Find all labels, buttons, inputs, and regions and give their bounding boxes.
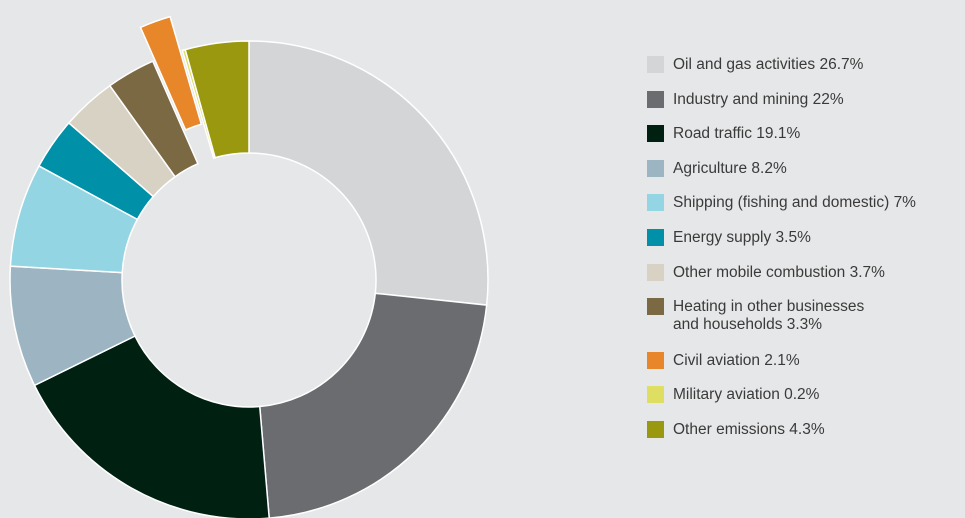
legend-label: Shipping (fishing and domestic) 7% xyxy=(673,194,916,212)
legend-label: Military aviation 0.2% xyxy=(673,386,820,404)
legend-swatch xyxy=(647,194,664,212)
donut-slice-8 xyxy=(139,15,203,131)
donut-slices xyxy=(9,15,489,518)
legend-swatch xyxy=(647,263,664,281)
legend-label: Civil aviation 2.1% xyxy=(673,351,800,369)
legend-swatch xyxy=(647,56,664,73)
legend-swatch xyxy=(647,421,664,438)
legend-label: Industry and mining 22% xyxy=(673,90,844,108)
legend-item: Other emissions 4.3% xyxy=(647,421,825,439)
legend-swatch xyxy=(647,90,664,108)
legend-item: Military aviation 0.2% xyxy=(647,386,819,404)
legend-label: Other emissions 4.3% xyxy=(673,421,825,438)
legend-label: Oil and gas activities 26.7% xyxy=(673,56,864,73)
legend-label: Other mobile combustion 3.7% xyxy=(673,263,885,281)
donut-slice-0 xyxy=(248,40,489,306)
legend-label: Energy supply 3.5% xyxy=(673,229,811,246)
donut-slice-7 xyxy=(108,60,199,178)
legend-swatch xyxy=(647,298,664,316)
legend-swatch xyxy=(647,159,664,177)
legend-item: Other mobile combustion 3.7% xyxy=(647,263,885,282)
legend-swatch xyxy=(647,351,664,369)
legend-item: Civil aviation 2.1% xyxy=(647,351,800,370)
legend-item: Shipping (fishing and domestic) 7% xyxy=(647,194,916,212)
legend-item: Heating in other businesses and househol… xyxy=(647,298,864,334)
legend-item: Agriculture 8.2% xyxy=(647,159,787,178)
legend-item: Oil and gas activities 26.7% xyxy=(647,56,863,74)
legend-label: Heating in other businesses and househol… xyxy=(673,298,865,334)
legend-swatch xyxy=(647,125,664,143)
legend-label: Road traffic 19.1% xyxy=(673,125,801,143)
donut-slice-10 xyxy=(184,40,250,159)
legend-item: Energy supply 3.5% xyxy=(647,229,811,247)
legend-item: Industry and mining 22% xyxy=(647,90,844,109)
donut-plot xyxy=(9,15,489,518)
legend-label: Agriculture 8.2% xyxy=(673,159,787,177)
donut-slice-2 xyxy=(33,334,270,518)
legend-swatch xyxy=(647,229,664,246)
legend-swatch xyxy=(647,386,664,404)
donut-slice-1 xyxy=(258,292,488,518)
legend-item: Road traffic 19.1% xyxy=(647,125,800,143)
